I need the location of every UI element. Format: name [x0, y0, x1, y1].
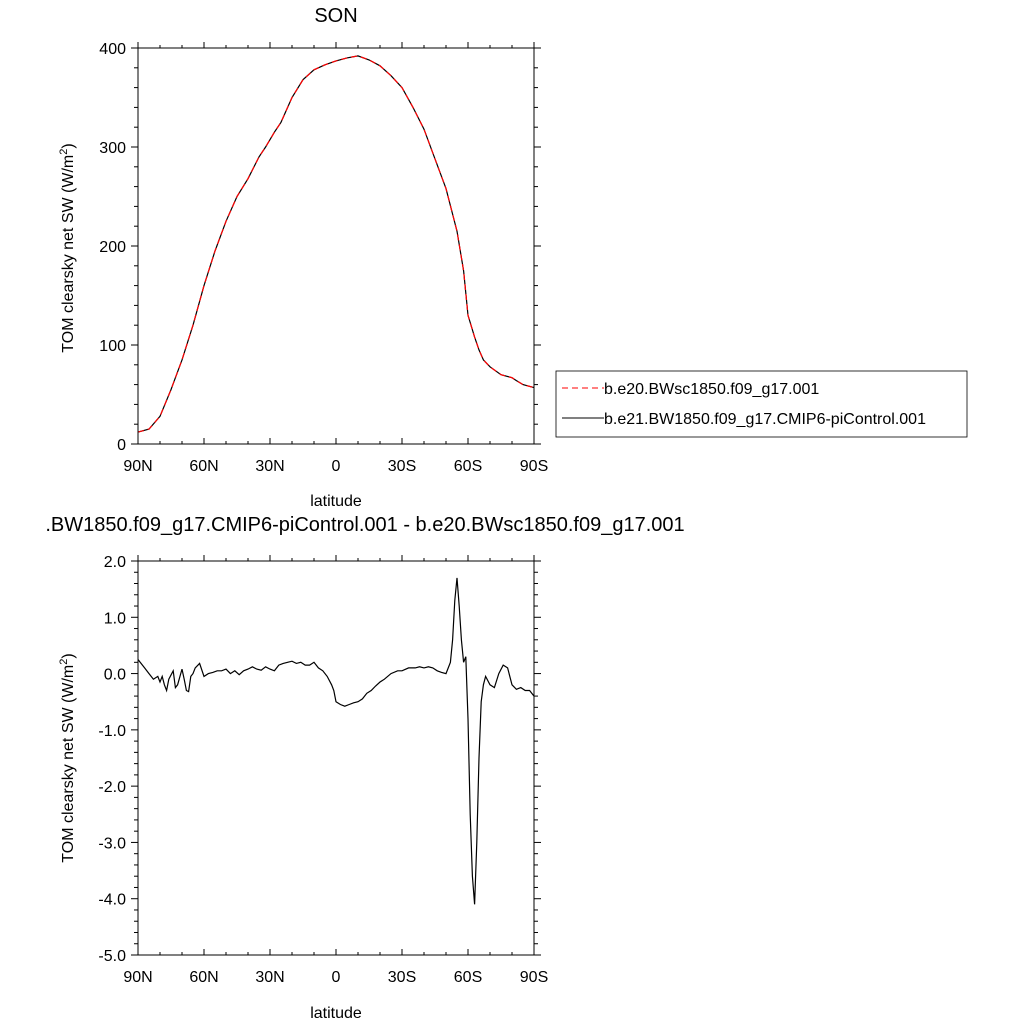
- top-x-axis-label: latitude: [310, 493, 362, 510]
- bottom-chart-panel: .BW1850.f09_g17.CMIP6-piControl.001 - b.…: [45, 514, 684, 1022]
- bottom-x-tick-label: 90S: [520, 969, 548, 986]
- bottom-y-tick-label: -3.0: [98, 835, 126, 852]
- bottom-x-tick-label: 90N: [123, 969, 152, 986]
- bottom-x-tick-label: 0: [332, 969, 341, 986]
- top-y-tick-label: 400: [99, 41, 126, 58]
- bottom-y-tick-label: 1.0: [104, 610, 126, 627]
- bottom-y-tick-label: 0.0: [104, 667, 126, 684]
- top-series-line-2: [137, 55, 535, 433]
- top-x-tick-label: 60S: [454, 458, 482, 475]
- bottom-x-tick-label: 60N: [189, 969, 218, 986]
- top-series-line-1: [137, 55, 535, 433]
- bottom-x-tick-label: 30N: [255, 969, 284, 986]
- bottom-y-tick-label: -5.0: [98, 948, 126, 965]
- top-chart-title: SON: [314, 5, 357, 27]
- bottom-series-line-1: [137, 577, 535, 905]
- bottom-tick-labels: 90N 60N 30N 0 30S 60S 90S 2.0 1.0 0.0 -1.0 -2.0 -3.0…: [98, 554, 548, 986]
- top-y-tick-label: 0: [117, 437, 126, 454]
- legend: b.e20.BWsc1850.f09_g17.001 b.e21.BW1850.…: [555, 370, 968, 438]
- top-chart-panel: SON 90N 60N 30N 0 30S 60S 90S 0 100 200 300 400 lat…: [58, 5, 968, 510]
- legend-box: [555, 370, 968, 438]
- top-x-tick-label: 90S: [520, 458, 548, 475]
- bottom-x-tick-label: 60S: [454, 969, 482, 986]
- bottom-y-axis-label: TOM clearsky net SW (W/m2): [58, 653, 77, 862]
- bottom-y-tick-label: -1.0: [98, 723, 126, 740]
- legend-label-case1: b.e20.BWsc1850.f09_g17.001: [604, 381, 819, 398]
- bottom-chart-title: .BW1850.f09_g17.CMIP6-piControl.001 - b.…: [45, 514, 684, 536]
- top-x-tick-label: 30N: [255, 458, 284, 475]
- top-axis-ticks: [131, 42, 541, 445]
- bottom-plot-frame: [137, 560, 535, 956]
- top-x-tick-label: 60N: [189, 458, 218, 475]
- top-y-tick-label: 100: [99, 338, 126, 355]
- bottom-y-tick-label: -2.0: [98, 779, 126, 796]
- top-x-tick-label: 90N: [123, 458, 152, 475]
- top-y-axis-label: TOM clearsky net SW (W/m2): [58, 143, 77, 352]
- legend-label-case2: b.e21.BW1850.f09_g17.CMIP6-piControl.001: [604, 411, 926, 428]
- bottom-series-lines: [137, 577, 535, 905]
- top-x-tick-label: 0: [332, 458, 341, 475]
- top-series-lines: [137, 55, 535, 433]
- top-x-tick-label: 30S: [388, 458, 416, 475]
- bottom-y-tick-label: -4.0: [98, 892, 126, 909]
- bottom-x-tick-label: 30S: [388, 969, 416, 986]
- top-tick-labels: 90N 60N 30N 0 30S 60S 90S 0 100 200 300 400: [99, 41, 548, 475]
- top-y-tick-label: 300: [99, 140, 126, 157]
- top-plot-frame: [137, 47, 535, 445]
- bottom-x-axis-label: latitude: [310, 1005, 362, 1022]
- top-y-tick-label: 200: [99, 239, 126, 256]
- bottom-y-tick-label: 2.0: [104, 554, 126, 571]
